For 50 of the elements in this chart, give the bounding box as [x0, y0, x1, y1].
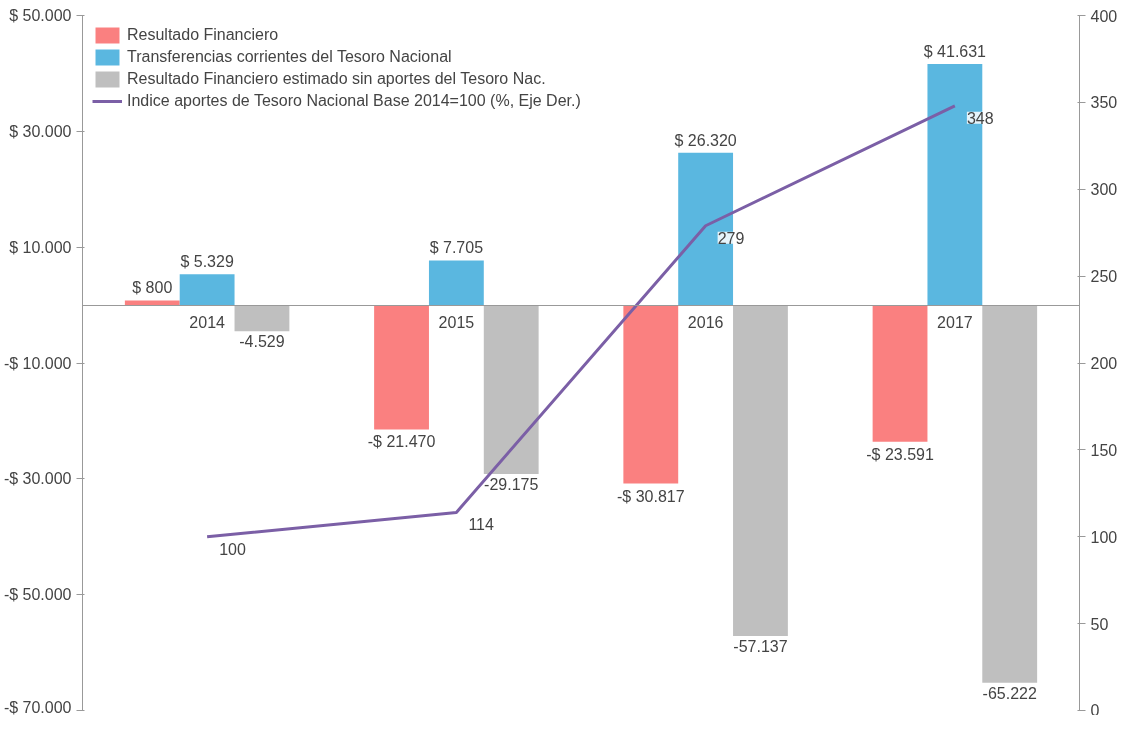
- x-tick-label: 2017: [937, 314, 973, 332]
- data-label: 348: [966, 109, 994, 127]
- data-label: 114: [468, 516, 494, 534]
- data-label: -$ 30.817: [616, 487, 685, 505]
- y2-tick-label: 100: [1090, 528, 1118, 546]
- y-tick-label: $ 50.000: [9, 7, 72, 24]
- y-tick-label: -$ 10.000: [3, 354, 72, 372]
- bar: [234, 305, 290, 332]
- bar: [179, 274, 235, 306]
- data-label: $ 800: [132, 279, 173, 297]
- y2-tick-label: 50: [1090, 615, 1109, 633]
- x-tick-label: 2014: [189, 314, 226, 332]
- bar: [428, 260, 484, 306]
- y2-tick-label: 300: [1090, 181, 1118, 199]
- bar: [982, 305, 1038, 683]
- data-label: -29.175: [484, 476, 539, 494]
- data-label: $ 26.320: [674, 131, 737, 149]
- y2-tick-label: 250: [1090, 268, 1118, 286]
- data-label: $ 7.705: [429, 239, 484, 257]
- bar: [872, 305, 928, 442]
- data-label: $ 5.329: [180, 253, 234, 271]
- y-tick-label: -$ 70.000: [3, 698, 72, 716]
- data-label: $ 41.631: [923, 42, 987, 60]
- data-label: -$ 23.591: [866, 445, 934, 463]
- data-label: -$ 21.470: [367, 433, 436, 451]
- y2-tick-label: 200: [1090, 355, 1118, 372]
- bar: [623, 305, 679, 484]
- bar: [124, 300, 180, 306]
- y-tick-label: $ 10.000: [9, 238, 72, 256]
- legend-label: Resultado Financiero: [127, 26, 279, 44]
- y-tick-label: $ 30.000: [9, 122, 72, 140]
- bar: [483, 305, 539, 475]
- y-tick-label: -$ 50.000: [3, 586, 72, 604]
- data-label: 279: [717, 229, 745, 247]
- data-label: -65.222: [982, 684, 1037, 702]
- bar: [733, 305, 788, 636]
- x-tick-label: 2016: [687, 314, 724, 332]
- legend-label: Resultado Financiero estimado sin aportes del Tesoro Nac.: [127, 70, 546, 88]
- y-tick-label: -$ 30.000: [3, 470, 72, 488]
- legend-label: Indice aportes de Tesoro Nacional Base 2014=100 (%, Eje Der.): [127, 92, 581, 110]
- data-label: -4.529: [239, 333, 285, 351]
- y2-tick-label: 350: [1090, 94, 1118, 112]
- data-label: -57.137: [733, 638, 788, 655]
- y2-tick-label: 0: [1090, 701, 1100, 719]
- data-label: 100: [219, 540, 246, 558]
- y2-tick-label: 150: [1090, 441, 1118, 459]
- bar: [374, 305, 429, 430]
- legend-label: Transferencias corrientes del Tesoro Nacional: [127, 48, 452, 66]
- y2-tick-label: 400: [1090, 7, 1118, 25]
- x-tick-label: 2015: [438, 314, 475, 332]
